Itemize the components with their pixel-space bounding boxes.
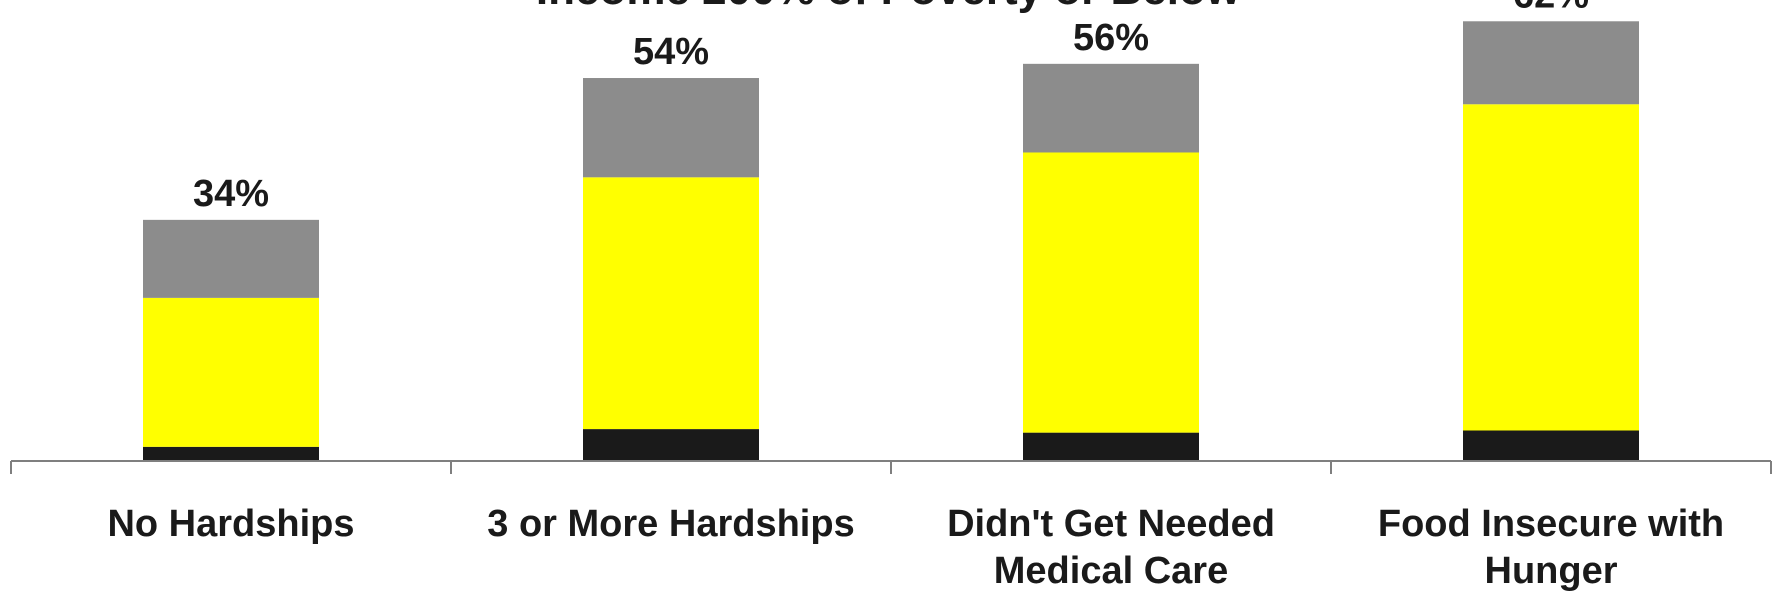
x-tick-label-3-line-2: Medical Care [994,550,1228,592]
x-tick-label-4-line-1: Food Insecure with [1378,503,1724,545]
bars-layer [143,21,1639,461]
data-label-2: 54% [633,31,709,73]
bar-segment-4-3 [1463,21,1639,105]
x-tick-label-2: 3 or More Hardships [487,503,854,545]
x-tick-labels: No Hardships 3 or More Hardships Didn't Ge… [107,503,1724,592]
x-tick-label-1: No Hardships [107,503,354,545]
bar-segment-2-1 [583,429,759,461]
x-axis [10,460,1772,474]
bar-segment-3-3 [1023,63,1199,153]
bar-segment-3-2 [1023,152,1199,433]
data-label-1: 34% [193,173,269,215]
chart-title: Income 200% of Poverty or Below [536,0,1241,14]
bar-segment-3-1 [1023,432,1199,461]
bar-segment-1-2 [143,297,319,447]
bar-segment-1-3 [143,219,319,298]
data-label-3: 56% [1073,17,1149,59]
bar-segment-4-1 [1463,430,1639,461]
bar-segment-1-1 [143,446,319,461]
bar-segment-4-2 [1463,104,1639,431]
x-tick-label-4-line-2: Hunger [1485,550,1618,592]
bar-segment-2-3 [583,78,759,178]
x-tick-label-3-line-1: Didn't Get Needed [947,503,1275,545]
data-labels-layer: 34% 54% 56% 62% [193,0,1589,215]
data-label-4: 62% [1513,0,1589,16]
bar-segment-2-2 [583,177,759,430]
